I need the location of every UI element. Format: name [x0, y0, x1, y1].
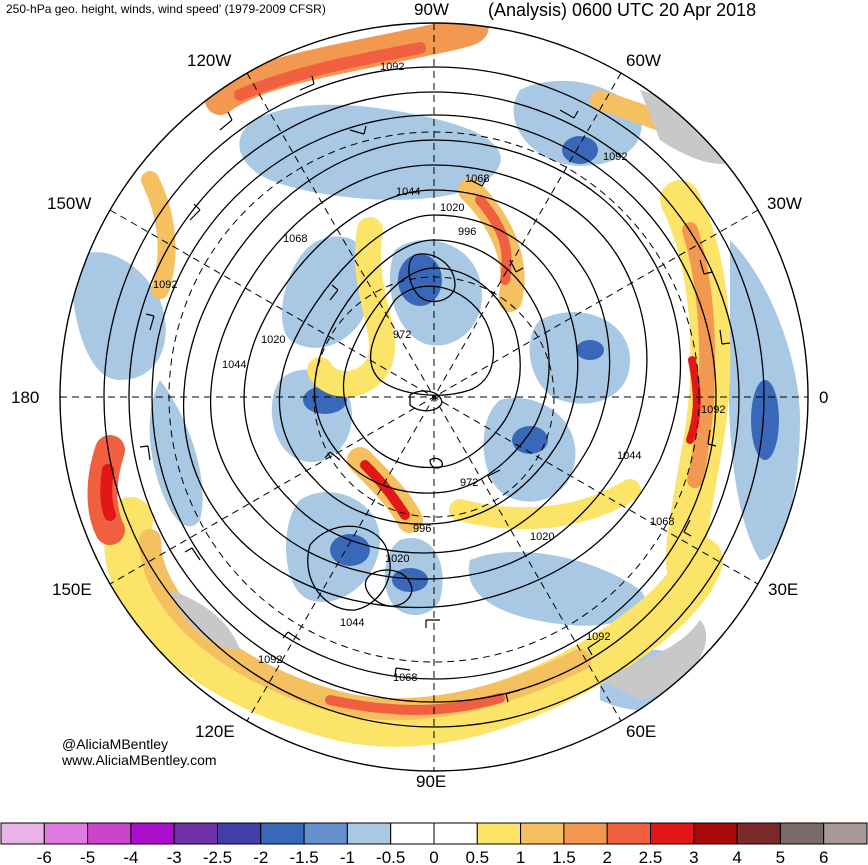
colorbar-swatch: [606, 822, 652, 845]
contour-label: 1044: [396, 186, 420, 198]
colorbar-swatch: [563, 822, 608, 845]
longitude-label-120w: 120W: [187, 51, 232, 70]
contour-label: 996: [413, 523, 431, 535]
colorbar-swatch: [173, 822, 218, 845]
longitude-label-150w: 150W: [47, 194, 92, 213]
longitude-label-60e: 60E: [626, 722, 657, 741]
contour-label: 1020: [440, 202, 464, 214]
contour-label: 1044: [340, 617, 364, 629]
contour-label: 1044: [617, 450, 641, 462]
longitude-label-30w: 30W: [767, 194, 802, 213]
contour-label: 972: [393, 329, 411, 341]
colorbar-tick-label: -5: [80, 848, 95, 865]
colorbar-tick-label: -0.5: [376, 848, 405, 865]
colorbar-labels: -6 -5 -4 -3 -2.5 -2 -1.5 -1 -0.5 0 0.5 1 1.5 2 2.5 3 4 5 6: [37, 848, 829, 865]
contour-label: 1044: [222, 359, 246, 371]
analysis-time: (Analysis) 0600 UTC 20 Apr 2018: [488, 0, 757, 20]
longitude-label-60w: 60W: [626, 51, 661, 70]
credit-block: @AliciaMBentley www.AliciaMBentley.com: [62, 736, 217, 768]
colorbar-tick-label: -4: [123, 848, 138, 865]
colorbar-swatch: [303, 822, 348, 845]
colorbar-swatch: [43, 822, 89, 845]
colorbar-swatch: [476, 822, 522, 845]
wind-barbs: [139, 75, 731, 703]
figure-title: 250-hPa geo. height, winds, wind speed' …: [6, 2, 326, 16]
colorbar-swatch: [260, 822, 305, 845]
longitude-label-180: 180: [11, 388, 40, 407]
contour-label: 1020: [261, 334, 285, 346]
colorbar-tick-label: 2.5: [639, 848, 663, 865]
colorbar-tick-label: 1.5: [552, 848, 576, 865]
colorbar-tick-label: 6: [819, 848, 828, 865]
graticule: [60, 23, 808, 771]
colorbar: -6 -5 -4 -3 -2.5 -2 -1.5 -1 -0.5 0 0.5 1 1.5 2 2.5 3 4 5 6: [0, 822, 868, 865]
contour-label: 1068: [465, 173, 489, 185]
colorbar-tick-label: -1.5: [289, 848, 318, 865]
colorbar-tick-label: 4: [732, 848, 741, 865]
contour-label: 1092: [380, 61, 404, 73]
colorbar-tick-label: 0: [429, 848, 438, 865]
colorbar-swatch: [390, 822, 435, 845]
longitude-label-30e: 30E: [768, 580, 799, 599]
longitude-label-0: 0: [819, 388, 829, 407]
colorbar-swatch: [346, 822, 392, 845]
contour-label: 1092: [153, 279, 177, 291]
credit-website: www.AliciaMBentley.com: [62, 752, 217, 768]
longitude-label-90e: 90E: [416, 772, 447, 791]
contour-label: 1068: [650, 516, 674, 528]
colorbar-swatch: [217, 822, 262, 845]
colorbar-swatch: [0, 822, 45, 845]
colorbar-swatch: [520, 822, 565, 845]
polar-stereographic-map: 1092 1092 1068 1044 1020 996 1068 1092 1…: [59, 22, 809, 772]
colorbar-swatch: [823, 822, 868, 845]
colorbar-tick-label: -2: [253, 848, 268, 865]
longitude-label-150e: 150E: [52, 580, 92, 599]
colorbar-tick-label: 3: [689, 848, 698, 865]
contour-label: 1068: [283, 233, 307, 245]
contour-label: 1092: [701, 404, 725, 416]
credit-twitter: @AliciaMBentley: [62, 736, 169, 752]
colorbar-tick-label: 1: [516, 848, 525, 865]
longitude-label-120e: 120E: [195, 722, 235, 741]
colorbar-swatch: [779, 822, 825, 845]
colorbar-swatch: [433, 822, 478, 845]
contour-height-labels: 1092 1092 1068 1044 1020 996 1068 1092 1…: [153, 61, 725, 684]
colorbar-tick-label: 5: [776, 848, 785, 865]
longitude-label-90w: 90W: [414, 0, 449, 19]
map-boundary-circle: [59, 22, 809, 772]
map-disk: [60, 23, 808, 771]
colorbar-swatch: [650, 822, 695, 845]
contour-label: 1020: [385, 553, 409, 565]
colorbar-swatch: [693, 822, 738, 845]
colorbar-tick-label: -1: [340, 848, 355, 865]
contour-label: 972: [460, 477, 478, 489]
colorbar-swatch: [87, 822, 132, 845]
colorbar-swatch: [736, 822, 781, 845]
colorbar-boxes: [0, 822, 868, 845]
colorbar-tick-label: -6: [37, 848, 52, 865]
contour-label: 1020: [530, 531, 554, 543]
contour-label: 996: [458, 226, 476, 238]
contour-label: 1092: [603, 151, 627, 163]
colorbar-tick-label: -2.5: [203, 848, 232, 865]
contour-label: 1092: [586, 631, 610, 643]
colorbar-tick-label: 0.5: [465, 848, 489, 865]
colorbar-tick-label: -3: [167, 848, 182, 865]
contour-label: 1092: [258, 654, 282, 666]
height-contours: [103, 66, 765, 728]
colorbar-swatch: [130, 822, 175, 845]
contour-label: 1068: [393, 672, 417, 684]
colorbar-tick-label: 2: [602, 848, 611, 865]
